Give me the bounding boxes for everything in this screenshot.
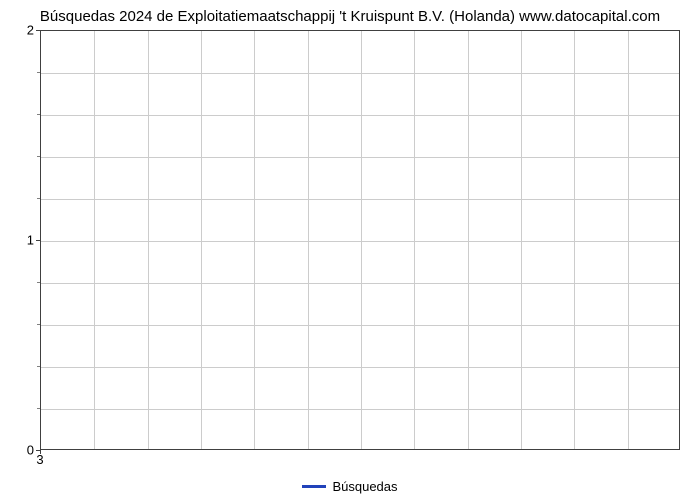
chart-container: Búsquedas 2024 de Exploitatiemaatschappi…: [0, 0, 700, 500]
hgrid-line: [41, 325, 679, 326]
yminor-mark: [37, 366, 40, 367]
plot-area: [40, 30, 680, 450]
vgrid-line: [308, 31, 309, 449]
legend-swatch: [302, 485, 326, 488]
vgrid-line: [468, 31, 469, 449]
hgrid-line: [41, 283, 679, 284]
hgrid-line: [41, 409, 679, 410]
hgrid-line: [41, 115, 679, 116]
vgrid-line: [201, 31, 202, 449]
yminor-mark: [37, 408, 40, 409]
ytick-label: 0: [0, 443, 34, 458]
hgrid-line: [41, 367, 679, 368]
ytick-label: 1: [0, 233, 34, 248]
hgrid-line: [41, 241, 679, 242]
ytick-mark: [36, 240, 40, 241]
legend: Búsquedas: [0, 478, 700, 494]
vgrid-line: [94, 31, 95, 449]
xtick-mark: [40, 450, 41, 454]
vgrid-line: [628, 31, 629, 449]
vgrid-line: [148, 31, 149, 449]
yminor-mark: [37, 156, 40, 157]
vgrid-line: [521, 31, 522, 449]
chart-title: Búsquedas 2024 de Exploitatiemaatschappi…: [0, 8, 700, 25]
hgrid-line: [41, 73, 679, 74]
yminor-mark: [37, 72, 40, 73]
vgrid-line: [414, 31, 415, 449]
xtick-label: 3: [36, 452, 43, 467]
yminor-mark: [37, 198, 40, 199]
vgrid-line: [254, 31, 255, 449]
legend-label: Búsquedas: [332, 479, 397, 494]
vgrid-line: [574, 31, 575, 449]
ytick-mark: [36, 30, 40, 31]
vgrid-line: [361, 31, 362, 449]
hgrid-line: [41, 199, 679, 200]
yminor-mark: [37, 282, 40, 283]
ytick-label: 2: [0, 23, 34, 38]
yminor-mark: [37, 324, 40, 325]
yminor-mark: [37, 114, 40, 115]
hgrid-line: [41, 157, 679, 158]
